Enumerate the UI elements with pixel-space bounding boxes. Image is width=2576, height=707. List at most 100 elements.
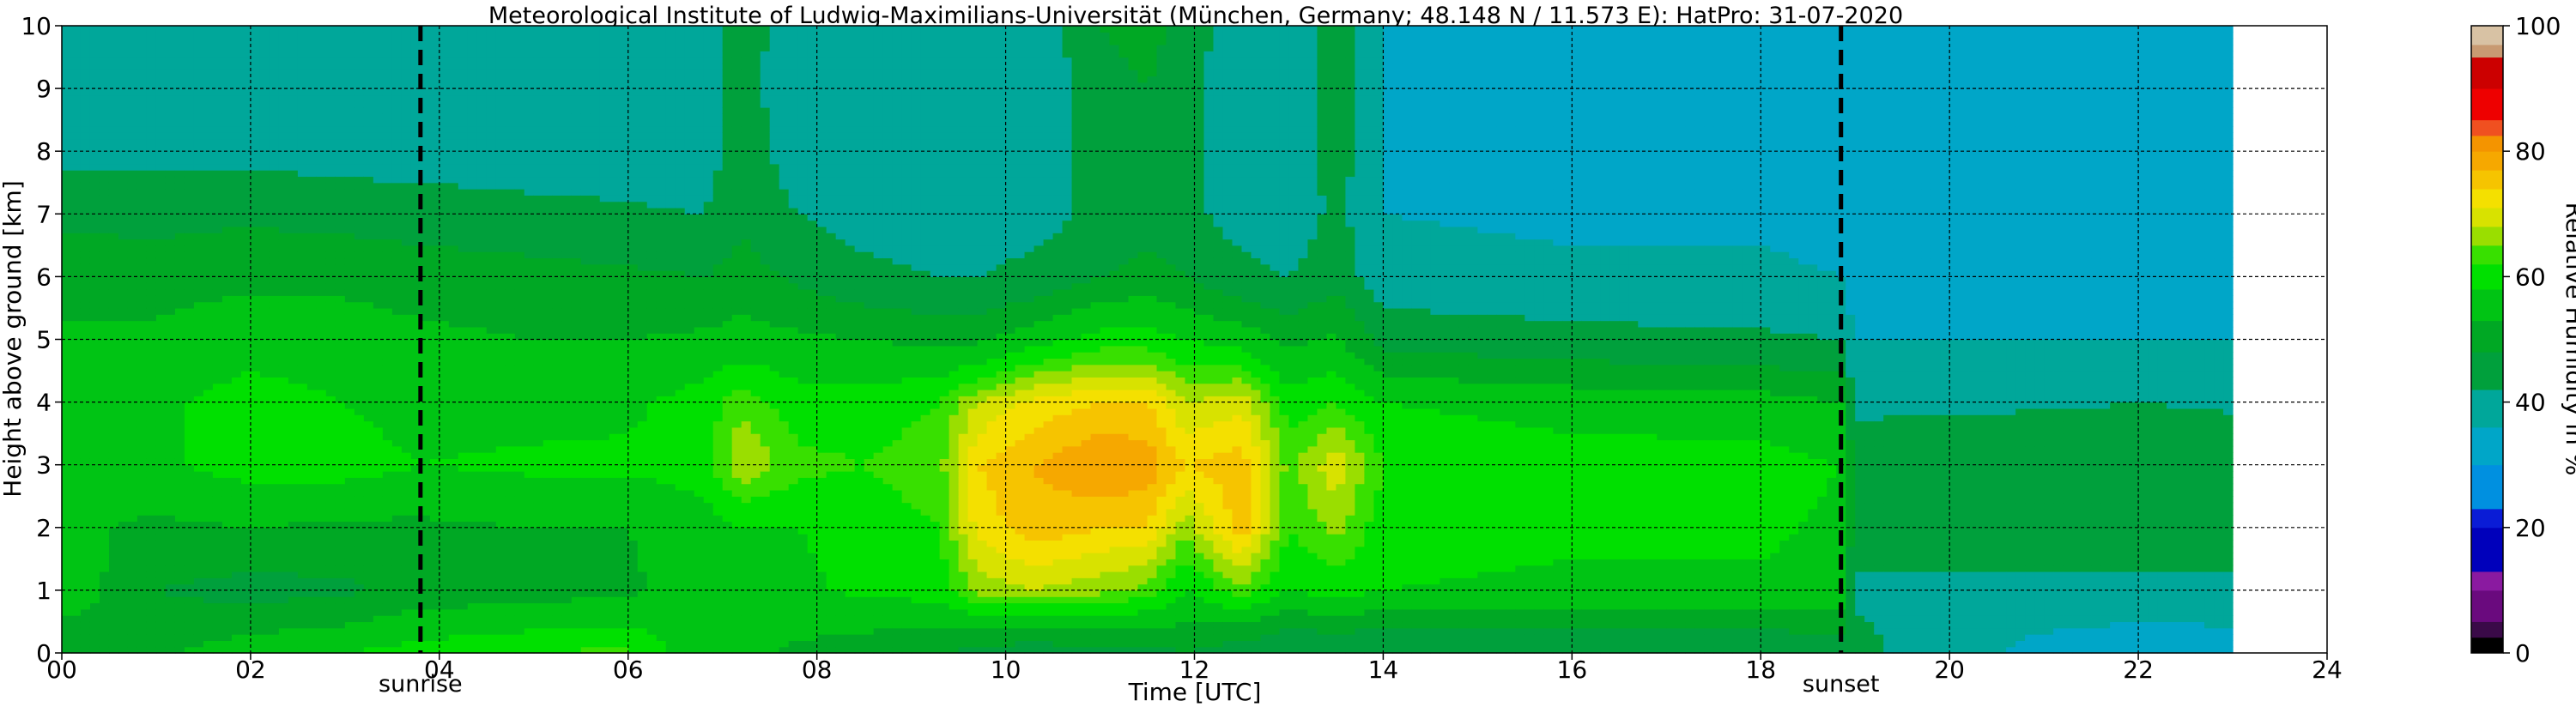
heatmap-cell [401, 602, 412, 610]
heatmap-cell [231, 182, 242, 190]
heatmap-cell [193, 157, 204, 165]
heatmap-cell [212, 640, 223, 648]
heatmap-cell [136, 345, 148, 353]
heatmap-cell [184, 445, 195, 453]
heatmap-cell [193, 207, 204, 215]
heatmap-cell [155, 32, 167, 39]
heatmap-cell [136, 464, 148, 472]
heatmap-cell [373, 201, 384, 208]
heatmap-cell [363, 402, 374, 409]
heatmap-cell [325, 326, 336, 334]
heatmap-cell [231, 571, 242, 578]
heatmap-cell [155, 553, 167, 559]
heatmap-cell [99, 144, 110, 152]
heatmap-cell [306, 627, 318, 635]
heatmap-cell [373, 282, 384, 290]
heatmap-cell [165, 257, 176, 265]
heatmap-cell [165, 371, 176, 378]
heatmap-cell [476, 201, 488, 208]
heatmap-cell [382, 119, 393, 127]
heatmap-cell [325, 464, 336, 472]
heatmap-cell [278, 371, 289, 378]
heatmap-cell [231, 477, 242, 485]
heatmap-cell [316, 257, 327, 265]
heatmap-cell [344, 489, 355, 497]
heatmap-cell [476, 477, 488, 485]
heatmap-cell [259, 163, 270, 171]
heatmap-cell [221, 608, 233, 616]
heatmap-cell [306, 371, 318, 378]
heatmap-cell [401, 589, 412, 597]
heatmap-cell [354, 245, 365, 252]
heatmap-cell [316, 295, 327, 303]
heatmap-cell [288, 44, 299, 51]
heatmap-cell [297, 445, 308, 453]
heatmap-cell [193, 113, 204, 121]
heatmap-cell [259, 32, 270, 39]
heatmap-cell [363, 119, 374, 127]
heatmap-cell [382, 189, 393, 196]
heatmap-cell [297, 251, 308, 259]
heatmap-cell [391, 489, 403, 497]
heatmap-cell [184, 245, 195, 252]
heatmap-cell [155, 207, 167, 215]
heatmap-cell [174, 615, 185, 623]
heatmap-cell [165, 452, 176, 459]
heatmap-cell [165, 189, 176, 196]
heatmap-cell [165, 339, 176, 347]
heatmap-cell [212, 439, 223, 447]
heatmap-cell [344, 220, 355, 227]
heatmap-cell [297, 38, 308, 45]
heatmap-cell [212, 426, 223, 434]
heatmap-cell [118, 534, 129, 541]
heatmap-cell [278, 270, 289, 277]
heatmap-cell [306, 257, 318, 265]
heatmap-cell [89, 176, 100, 184]
heatmap-cell [278, 289, 289, 296]
heatmap-cell [344, 408, 355, 415]
heatmap-cell [391, 608, 403, 616]
heatmap-cell [325, 76, 336, 83]
heatmap-cell [486, 471, 497, 478]
heatmap-cell [118, 69, 129, 77]
heatmap-cell [127, 207, 138, 215]
heatmap-cell [316, 496, 327, 504]
heatmap-cell [62, 364, 72, 372]
heatmap-cell [174, 414, 185, 422]
heatmap-cell [80, 352, 91, 360]
heatmap-cell [316, 69, 327, 77]
heatmap-cell [448, 125, 459, 133]
heatmap-cell [118, 634, 129, 641]
heatmap-cell [155, 320, 167, 328]
heatmap-cell [373, 295, 384, 303]
heatmap-cell [184, 207, 195, 215]
heatmap-cell [363, 157, 374, 165]
heatmap-cell [165, 634, 176, 641]
heatmap-cell [155, 26, 167, 33]
heatmap-cell [467, 489, 478, 497]
heatmap-cell [363, 389, 374, 396]
heatmap-cell [165, 38, 176, 45]
heatmap-cell [174, 383, 185, 390]
heatmap-cell [335, 132, 346, 140]
heatmap-cell [363, 163, 374, 171]
heatmap-cell [108, 270, 119, 277]
heatmap-cell [410, 245, 421, 252]
heatmap-cell [259, 640, 270, 648]
heatmap-cell [316, 402, 327, 409]
heatmap-cell [203, 496, 214, 504]
heatmap-cell [278, 508, 289, 516]
heatmap-cell [486, 559, 497, 566]
heatmap-cell [278, 358, 289, 366]
heatmap-cell [420, 44, 431, 51]
heatmap-cell [136, 608, 148, 616]
heatmap-cell [505, 301, 516, 309]
heatmap-cell [382, 251, 393, 259]
heatmap-cell [391, 138, 403, 146]
heatmap-cell [344, 125, 355, 133]
heatmap-cell [410, 571, 421, 578]
heatmap-cell [325, 125, 336, 133]
heatmap-cell [212, 245, 223, 252]
heatmap-cell [71, 596, 82, 604]
heatmap-cell [495, 602, 506, 610]
